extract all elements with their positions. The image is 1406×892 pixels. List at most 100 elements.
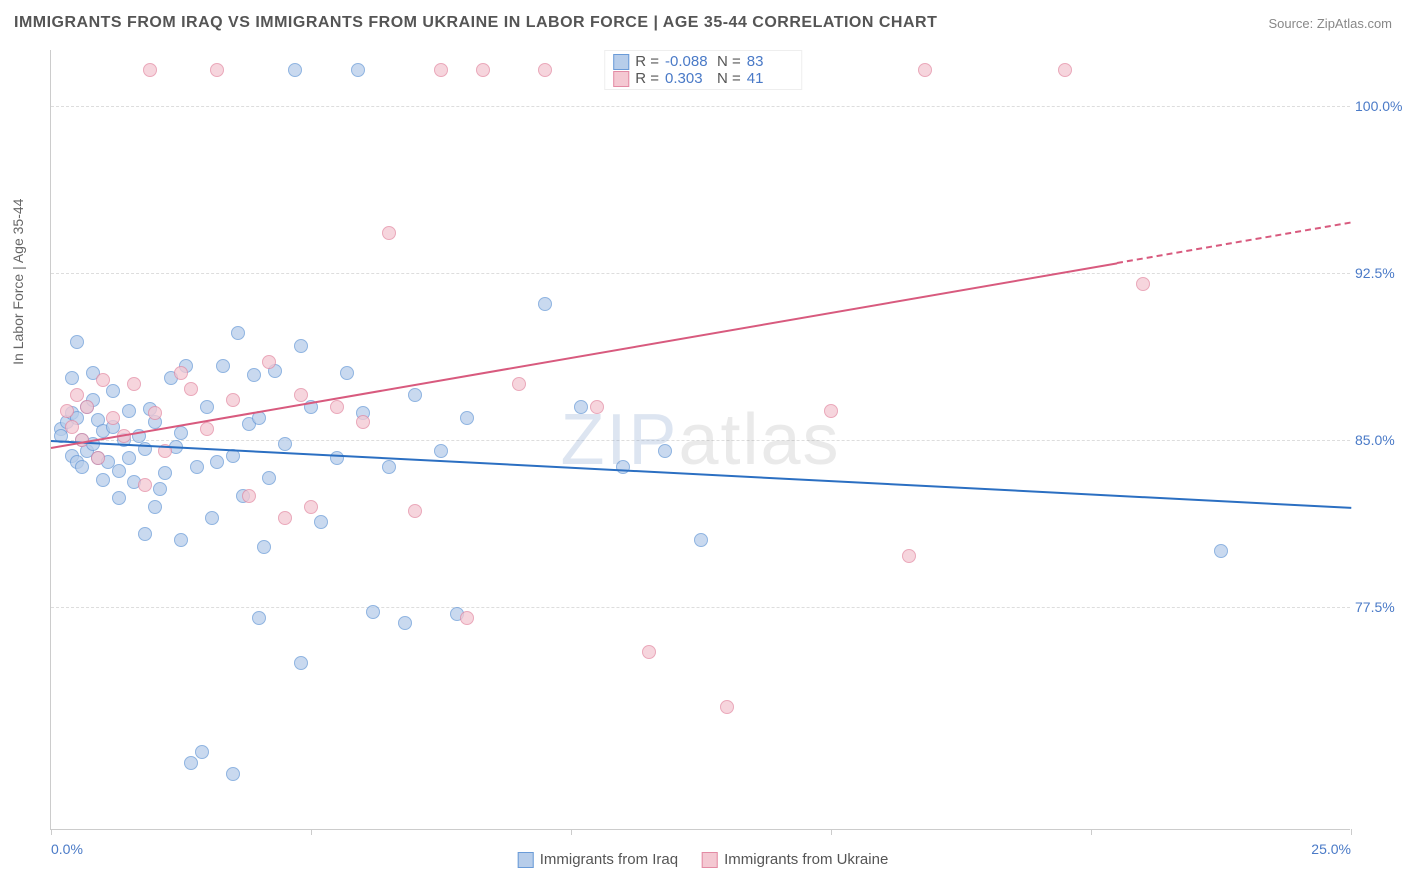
scatter-point (538, 63, 552, 77)
scatter-point (106, 384, 120, 398)
scatter-point (304, 500, 318, 514)
n-label: N = (717, 53, 741, 70)
scatter-point (153, 482, 167, 496)
x-tick-mark (1351, 829, 1352, 835)
trend-line (1117, 222, 1351, 264)
scatter-point (75, 460, 89, 474)
scatter-point (720, 700, 734, 714)
chart-title: IMMIGRANTS FROM IRAQ VS IMMIGRANTS FROM … (14, 14, 937, 32)
scatter-point (210, 455, 224, 469)
source-label: Source: ZipAtlas.com (1268, 16, 1392, 31)
scatter-point (476, 63, 490, 77)
legend-row: R =0.303N =41 (613, 70, 793, 87)
scatter-point (408, 504, 422, 518)
scatter-point (112, 491, 126, 505)
scatter-point (70, 335, 84, 349)
scatter-point (242, 489, 256, 503)
n-value: 83 (747, 53, 793, 70)
x-tick-mark (311, 829, 312, 835)
legend-swatch (702, 852, 718, 868)
legend-item: Immigrants from Ukraine (702, 851, 888, 868)
legend-row: R =-0.088N =83 (613, 53, 793, 70)
scatter-point (122, 404, 136, 418)
legend-label: Immigrants from Ukraine (724, 851, 888, 868)
scatter-point (112, 464, 126, 478)
x-tick-mark (571, 829, 572, 835)
scatter-point (366, 605, 380, 619)
y-tick-label: 77.5% (1355, 599, 1406, 615)
scatter-point (918, 63, 932, 77)
n-label: N = (717, 70, 741, 87)
scatter-point (158, 466, 172, 480)
gridline-h (51, 106, 1350, 107)
scatter-point (143, 63, 157, 77)
y-tick-label: 100.0% (1355, 98, 1406, 114)
scatter-point (330, 400, 344, 414)
scatter-point (226, 393, 240, 407)
scatter-point (330, 451, 344, 465)
r-label: R = (635, 70, 659, 87)
y-tick-label: 85.0% (1355, 432, 1406, 448)
scatter-point (190, 460, 204, 474)
scatter-point (434, 444, 448, 458)
scatter-point (262, 471, 276, 485)
scatter-point (200, 400, 214, 414)
scatter-point (96, 373, 110, 387)
scatter-point (340, 366, 354, 380)
scatter-point (538, 297, 552, 311)
scatter-point (408, 388, 422, 402)
scatter-point (138, 478, 152, 492)
scatter-point (434, 63, 448, 77)
scatter-point (205, 511, 219, 525)
scatter-point (148, 406, 162, 420)
scatter-point (184, 382, 198, 396)
scatter-point (174, 533, 188, 547)
scatter-point (262, 355, 276, 369)
scatter-point (96, 473, 110, 487)
scatter-point (231, 326, 245, 340)
trend-line (51, 262, 1117, 449)
legend-series: Immigrants from Iraq Immigrants from Ukra… (518, 851, 889, 868)
legend-swatch (613, 71, 629, 87)
scatter-point (351, 63, 365, 77)
x-tick-mark (51, 829, 52, 835)
scatter-point (60, 404, 74, 418)
scatter-point (824, 404, 838, 418)
scatter-point (382, 460, 396, 474)
scatter-point (356, 415, 370, 429)
r-value: 0.303 (665, 70, 711, 87)
y-tick-label: 92.5% (1355, 265, 1406, 281)
scatter-point (174, 366, 188, 380)
scatter-point (1214, 544, 1228, 558)
scatter-point (195, 745, 209, 759)
scatter-point (294, 388, 308, 402)
scatter-point (174, 426, 188, 440)
scatter-point (65, 420, 79, 434)
r-label: R = (635, 53, 659, 70)
x-tick-label: 0.0% (51, 841, 83, 857)
scatter-point (65, 371, 79, 385)
legend-swatch (613, 54, 629, 70)
scatter-point (216, 359, 230, 373)
scatter-point (278, 437, 292, 451)
scatter-point (106, 411, 120, 425)
x-tick-mark (1091, 829, 1092, 835)
legend-item: Immigrants from Iraq (518, 851, 678, 868)
scatter-point (288, 63, 302, 77)
scatter-point (460, 411, 474, 425)
scatter-point (590, 400, 604, 414)
legend-swatch (518, 852, 534, 868)
scatter-point (314, 515, 328, 529)
scatter-point (642, 645, 656, 659)
scatter-point (658, 444, 672, 458)
scatter-point (184, 756, 198, 770)
scatter-point (210, 63, 224, 77)
gridline-h (51, 273, 1350, 274)
scatter-point (512, 377, 526, 391)
scatter-point (138, 527, 152, 541)
scatter-point (460, 611, 474, 625)
scatter-point (694, 533, 708, 547)
scatter-point (1058, 63, 1072, 77)
x-tick-label: 25.0% (1311, 841, 1351, 857)
y-axis-label: In Labor Force | Age 35-44 (10, 199, 26, 365)
